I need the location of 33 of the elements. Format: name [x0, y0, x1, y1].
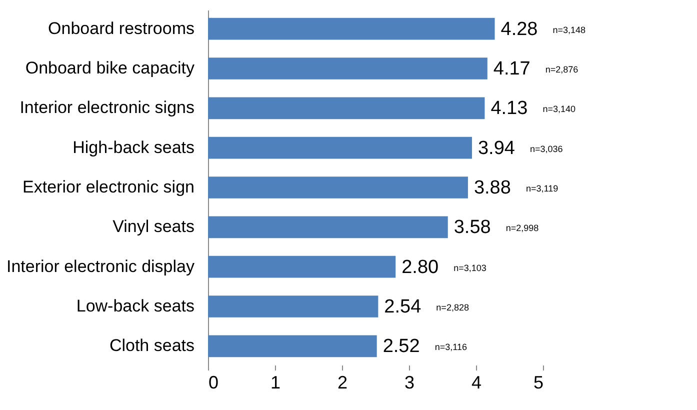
data-label: 4.28 [500, 18, 538, 40]
y-tick-label: Onboard bike capacity [25, 58, 195, 78]
x-tick-label: 0 [208, 372, 219, 392]
y-tick-label: High-back seats [72, 138, 194, 157]
annotation: n=3,036 [530, 144, 563, 154]
y-tick-label: Onboard restrooms [48, 18, 194, 38]
y-tick-label: Low-back seats [76, 296, 194, 316]
data-label: 2.54 [384, 296, 422, 318]
annotation: n=3,119 [526, 184, 558, 194]
annotation: n=2,828 [436, 302, 469, 312]
data-label: 4.13 [490, 98, 528, 120]
data-label: 3.58 [454, 217, 491, 238]
data-label: 2.80 [402, 256, 439, 278]
annotation: n=3,140 [542, 104, 576, 114]
annotation: n=2,998 [506, 223, 539, 234]
data-label: 4.17 [493, 58, 530, 80]
y-tick-label: Cloth seats [109, 336, 194, 356]
y-tick-label: Interior electronic signs [20, 98, 194, 118]
x-tick-label: 4 [471, 372, 482, 392]
x-tick-label: 1 [270, 372, 281, 392]
annotation: n=3,103 [454, 262, 486, 273]
x-tick-label: 5 [533, 372, 544, 392]
data-label: 3.94 [478, 138, 516, 159]
y-tick-label: Vinyl seats [112, 217, 194, 236]
x-tick-label: 3 [404, 372, 415, 392]
y-tick-label: Interior electronic display [6, 256, 195, 276]
y-tick-label: Exterior electronic sign [22, 178, 194, 196]
data-label: 3.88 [474, 178, 511, 198]
text: n=2,876 [545, 64, 578, 75]
annotation: n=3,116 [434, 342, 467, 352]
data-label: 2.52 [382, 336, 420, 358]
x-tick-label: 2 [337, 372, 348, 392]
text: n=3,148 [552, 24, 586, 35]
